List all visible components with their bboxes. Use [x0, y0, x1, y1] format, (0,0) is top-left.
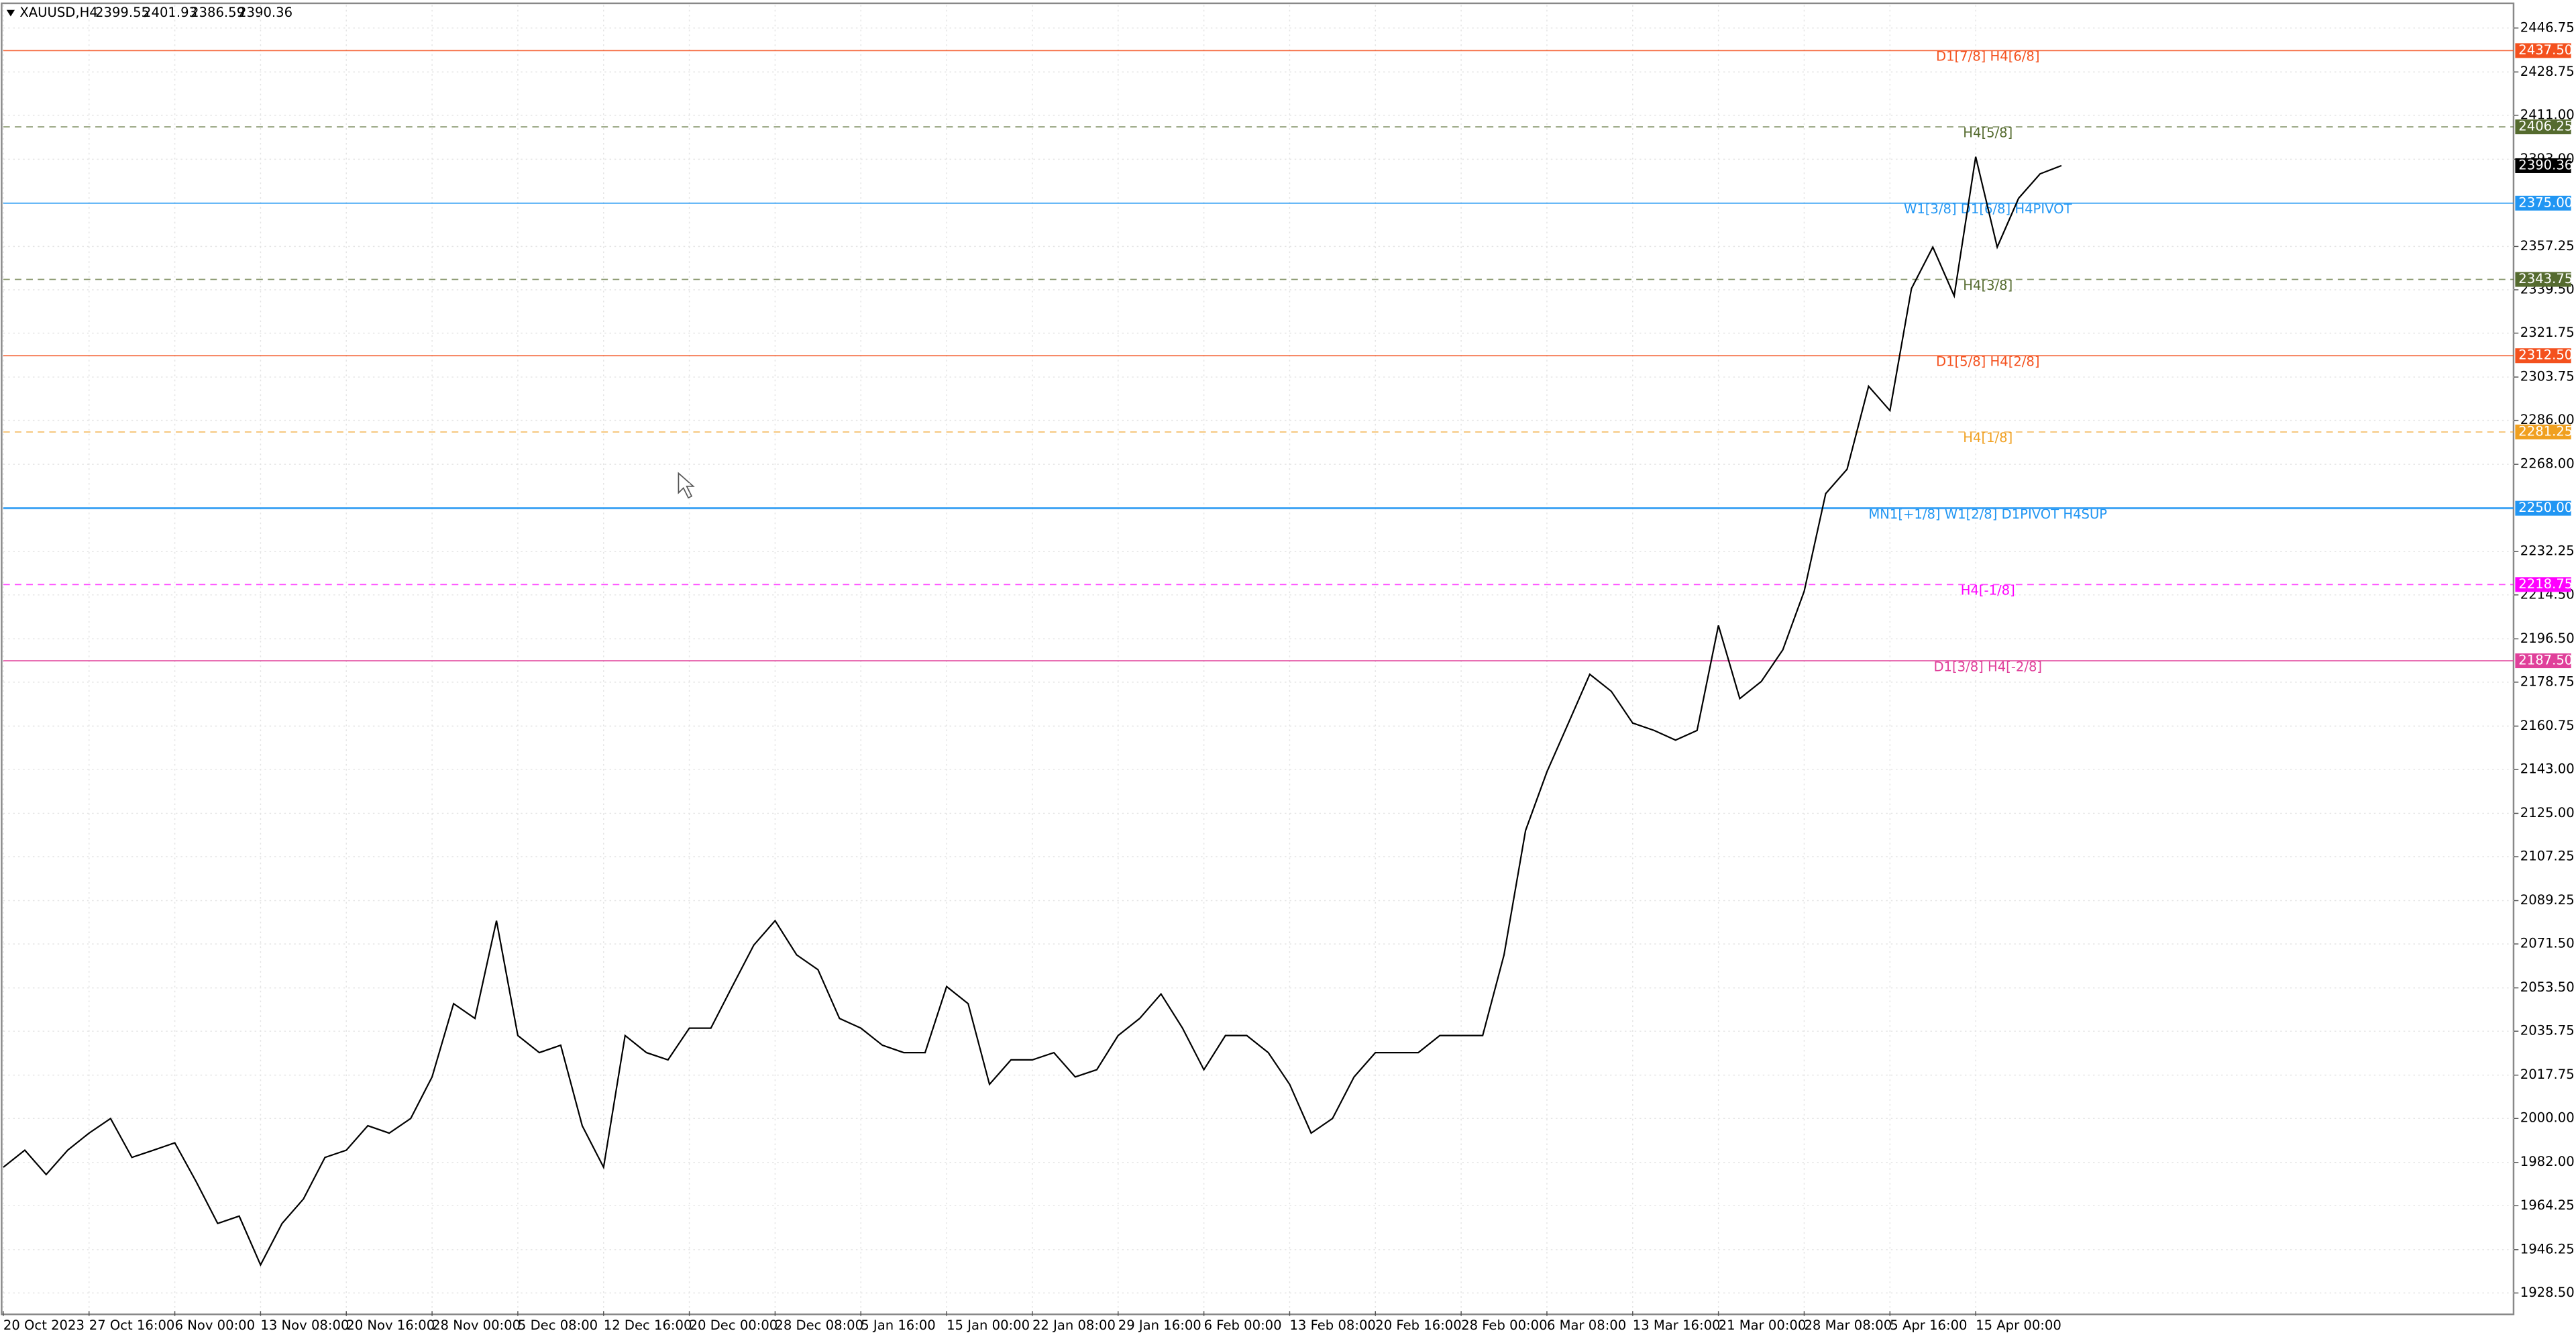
level-tag-box — [2515, 653, 2571, 669]
level-label: H4[5/8] — [1963, 125, 2012, 140]
level-tag-box — [2515, 577, 2571, 592]
y-tick-label: 1946.25 — [2520, 1241, 2575, 1256]
y-tick-label: 2357.25 — [2520, 238, 2575, 254]
x-tick-label: 5 Dec 08:00 — [518, 1318, 598, 1333]
y-tick-label: 1928.50 — [2520, 1285, 2575, 1300]
level-tag-box — [2515, 348, 2571, 364]
x-tick-label: 5 Apr 16:00 — [1890, 1318, 1967, 1333]
y-tick-label: 2160.75 — [2520, 718, 2575, 733]
x-tick-label: 28 Mar 08:00 — [1804, 1318, 1892, 1333]
x-tick-label: 20 Nov 16:00 — [346, 1318, 435, 1333]
x-tick-label: 13 Mar 16:00 — [1633, 1318, 1721, 1333]
level-tag-box — [2515, 424, 2571, 439]
symbol: XAUUSD,H4 — [19, 5, 97, 20]
y-tick-label: 2035.75 — [2520, 1023, 2575, 1038]
level-label: H4[3/8] — [1963, 278, 2012, 293]
x-tick-label: 20 Dec 00:00 — [690, 1318, 778, 1333]
x-tick-label: 28 Nov 00:00 — [432, 1318, 521, 1333]
x-tick-label: 6 Nov 00:00 — [175, 1318, 256, 1333]
x-tick-label: 28 Dec 08:00 — [775, 1318, 863, 1333]
x-tick-label: 28 Feb 00:00 — [1461, 1318, 1547, 1333]
level-tag: 2343.75 — [2518, 271, 2573, 286]
y-tick-label: 2411.00 — [2520, 107, 2575, 122]
level-tag-box — [2515, 500, 2571, 516]
level-tag: 2437.50 — [2518, 42, 2573, 58]
level-tag: 2406.25 — [2518, 119, 2573, 134]
level-tag: 2218.75 — [2518, 576, 2573, 592]
y-tick-label: 2053.50 — [2520, 979, 2575, 995]
level-label: D1[7/8] H4[6/8] — [1936, 49, 2040, 64]
x-tick-label: 12 Dec 16:00 — [604, 1318, 692, 1333]
y-tick-label: 2143.00 — [2520, 761, 2575, 776]
x-tick-label: 15 Apr 00:00 — [1976, 1318, 2061, 1333]
y-tick-label: 2125.00 — [2520, 805, 2575, 820]
x-tick-label: 27 Oct 16:00 — [89, 1318, 175, 1333]
level-tag: 2375.00 — [2518, 195, 2573, 210]
x-tick-label: 20 Feb 16:00 — [1375, 1318, 1461, 1333]
y-tick-label: 1982.00 — [2520, 1154, 2575, 1169]
x-tick-label: 5 Jan 16:00 — [861, 1318, 936, 1333]
plot-frame — [1, 2, 2515, 1316]
level-tag-box — [2515, 272, 2571, 287]
mouse-cursor — [678, 472, 695, 499]
level-label: H4[1/8] — [1963, 430, 2012, 445]
y-tick-label: 2178.75 — [2520, 674, 2575, 689]
x-tick-label: 15 Jan 00:00 — [947, 1318, 1030, 1333]
y-tick-label: 2000.00 — [2520, 1110, 2575, 1126]
y-tick-label: 2107.25 — [2520, 849, 2575, 864]
level-tag-box — [2515, 195, 2571, 211]
level-label: H4[-1/8] — [1961, 583, 2015, 598]
last-price: 2390.36 — [2518, 157, 2573, 172]
y-tick-label: 2446.75 — [2520, 19, 2575, 35]
y-tick-label: 2268.00 — [2520, 456, 2575, 472]
x-tick-label: 22 Jan 08:00 — [1032, 1318, 1116, 1333]
level-tag: 2250.00 — [2518, 500, 2573, 515]
ohlc-value: 2401.93 — [143, 5, 197, 20]
y-tick-label: 1964.25 — [2520, 1197, 2575, 1213]
x-tick-label: 6 Feb 00:00 — [1204, 1318, 1282, 1333]
y-tick-label: 2017.75 — [2520, 1067, 2575, 1082]
y-tick-label: 2321.75 — [2520, 325, 2575, 340]
level-tag: 2187.50 — [2518, 653, 2573, 668]
last-price-box — [2515, 158, 2571, 173]
level-tag-box — [2515, 119, 2571, 135]
y-tick-label: 2286.00 — [2520, 412, 2575, 427]
menu-arrow[interactable] — [6, 9, 15, 17]
y-tick-label: 2089.25 — [2520, 892, 2575, 908]
level-tag-box — [2515, 43, 2571, 58]
x-tick-label: 20 Oct 2023 — [3, 1318, 85, 1333]
x-tick-label: 6 Mar 08:00 — [1547, 1318, 1626, 1333]
ohlc-value: 2390.36 — [238, 5, 292, 20]
level-label: D1[3/8] H4[-2/8] — [1933, 659, 2042, 674]
ohlc-value: 2386.59 — [191, 5, 245, 20]
x-tick-label: 13 Nov 08:00 — [260, 1318, 349, 1333]
level-tag: 2281.25 — [2518, 423, 2573, 439]
y-tick-label: 2232.25 — [2520, 543, 2575, 559]
level-label: D1[5/8] H4[2/8] — [1936, 354, 2040, 370]
ohlc-value: 2399.55 — [95, 5, 150, 20]
y-tick-label: 2071.50 — [2520, 936, 2575, 951]
x-tick-label: 29 Jan 16:00 — [1118, 1318, 1201, 1333]
level-label: MN1[+1/8] W1[2/8] D1PIVOT H4SUP — [1868, 506, 2107, 522]
price-line — [3, 156, 2062, 1267]
y-tick-label: 2196.50 — [2520, 631, 2575, 646]
x-tick-label: 21 Mar 00:00 — [1719, 1318, 1807, 1333]
level-tag: 2312.50 — [2518, 347, 2573, 363]
y-tick-label: 2303.75 — [2520, 369, 2575, 384]
y-tick-label: 2428.75 — [2520, 64, 2575, 79]
x-tick-label: 13 Feb 08:00 — [1289, 1318, 1375, 1333]
